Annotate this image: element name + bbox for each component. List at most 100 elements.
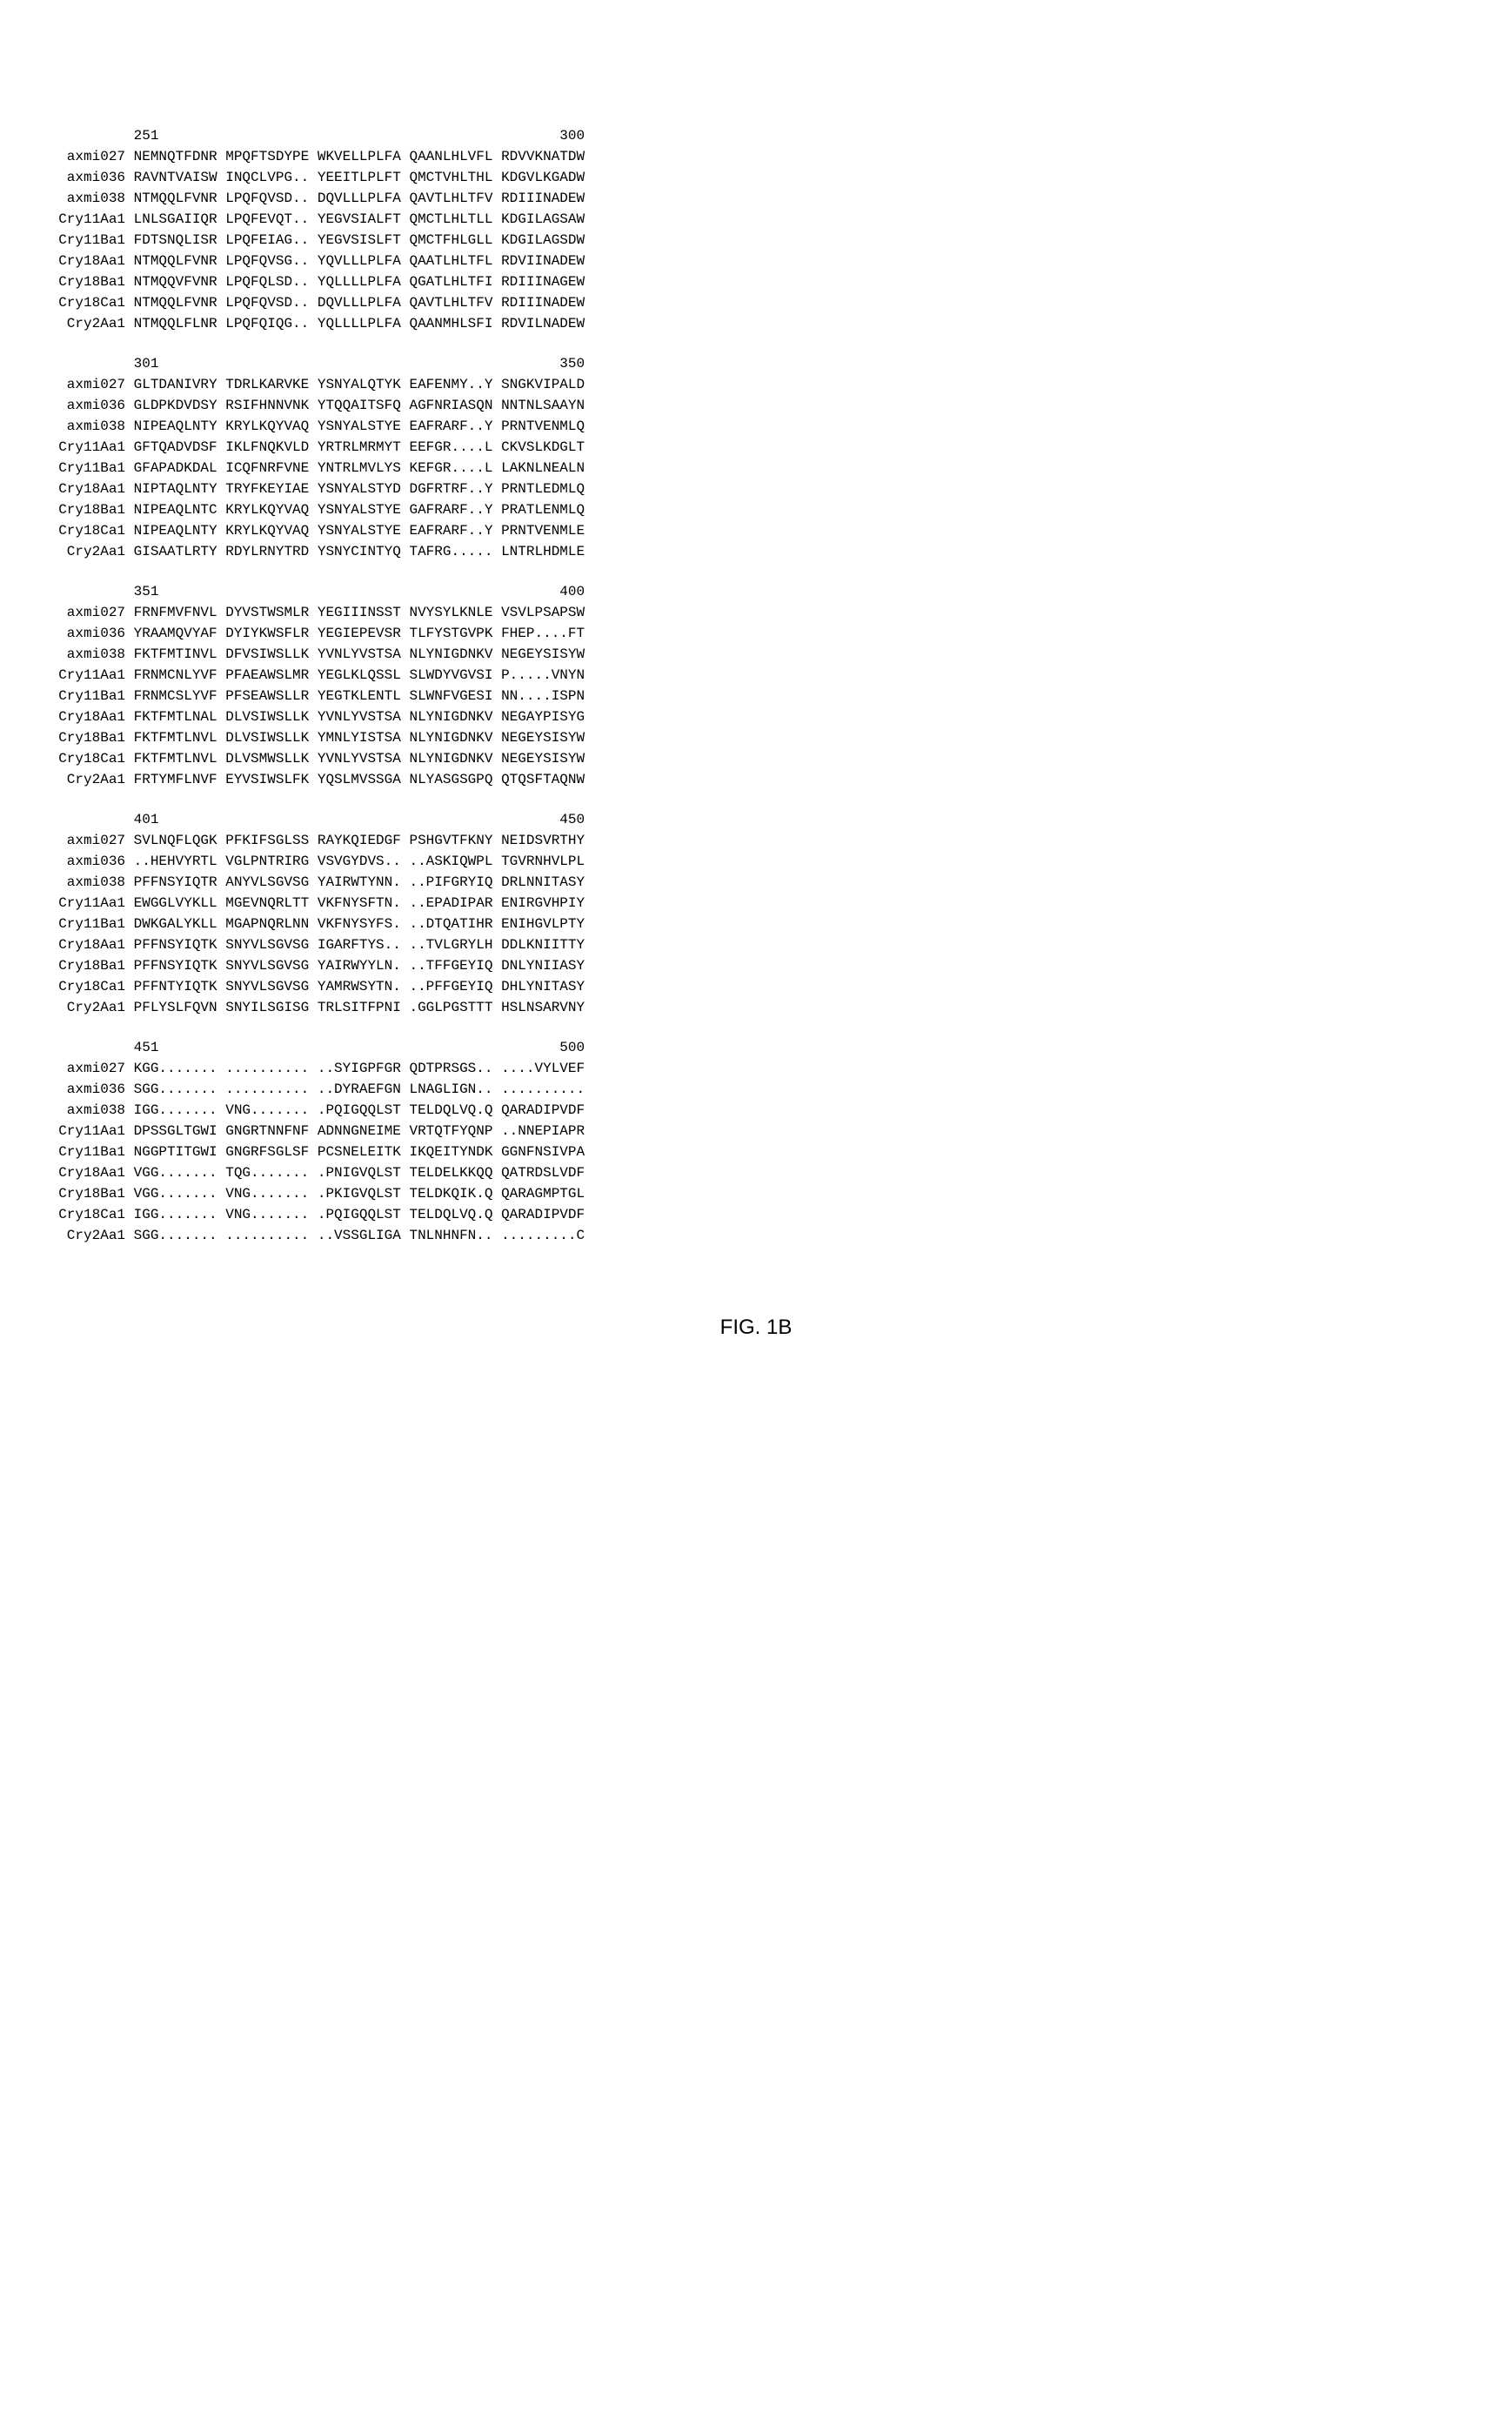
sequence-label: Cry11Aa1: [42, 1121, 125, 1142]
sequence-label: Cry11Ba1: [42, 914, 125, 934]
sequence-row: Cry2Aa1PFLYSLFQVN SNYILSGISG TRLSITFPNI …: [42, 997, 1470, 1018]
sequence-segments: SGG....... .......... ..DYRAEFGN LNAGLIG…: [125, 1079, 585, 1100]
sequence-segments: RAVNTVAISW INQCLVPG.. YEEITLPLFT QMCTVHL…: [125, 167, 585, 188]
sequence-label: Cry18Ca1: [42, 520, 125, 541]
sequence-row: Cry18Ca1NIPEAQLNTY KRYLKQYVAQ YSNYALSTYE…: [42, 520, 1470, 541]
sequence-row: axmi038PFFNSYIQTR ANYVLSGVSG YAIRWTYNN. …: [42, 872, 1470, 893]
sequence-label: Cry11Ba1: [42, 686, 125, 706]
sequence-row: Cry18Ba1VGG....... VNG....... .PKIGVQLST…: [42, 1183, 1470, 1204]
position-header: 301350: [42, 353, 1470, 374]
sequence-segments: GFTQADVDSF IKLFNQKVLD YRTRLMRMYT EEFGR..…: [125, 437, 585, 458]
sequence-label: axmi038: [42, 416, 125, 437]
sequence-label: axmi036: [42, 623, 125, 644]
sequence-row: axmi038NIPEAQLNTY KRYLKQYVAQ YSNYALSTYE …: [42, 416, 1470, 437]
sequence-row: axmi036YRAAMQVYAF DYIYKWSFLR YEGIEPEVSR …: [42, 623, 1470, 644]
sequence-segments: ..HEHVYRTL VGLPNTRIRG VSVGYDVS.. ..ASKIQ…: [125, 851, 585, 872]
sequence-row: Cry11Ba1FDTSNQLISR LPQFEIAG.. YEGVSISLFT…: [42, 230, 1470, 251]
position-end: 300: [225, 125, 585, 146]
figure-caption: FIG. 1B: [42, 1312, 1470, 1343]
sequence-segments: NTMQQVFVNR LPQFQLSD.. YQLLLLPLFA QGATLHL…: [125, 271, 585, 292]
sequence-row: axmi036RAVNTVAISW INQCLVPG.. YEEITLPLFT …: [42, 167, 1470, 188]
sequence-row: Cry11Aa1LNLSGAIIQR LPQFEVQT.. YEGVSIALFT…: [42, 209, 1470, 230]
position-start: 451: [125, 1037, 225, 1058]
sequence-row: axmi038FKTFMTINVL DFVSIWSLLK YVNLYVSTSA …: [42, 644, 1470, 665]
sequence-label: axmi038: [42, 644, 125, 665]
sequence-label: Cry18Ba1: [42, 1183, 125, 1204]
position-end: 400: [225, 581, 585, 602]
sequence-row: Cry18Ba1FKTFMTLNVL DLVSIWSLLK YMNLYISTSA…: [42, 727, 1470, 748]
sequence-row: Cry2Aa1FRTYMFLNVF EYVSIWSLFK YQSLMVSSGA …: [42, 769, 1470, 790]
sequence-label: axmi027: [42, 830, 125, 851]
sequence-row: axmi036SGG....... .......... ..DYRAEFGN …: [42, 1079, 1470, 1100]
sequence-segments: FDTSNQLISR LPQFEIAG.. YEGVSISLFT QMCTFHL…: [125, 230, 585, 251]
sequence-label: axmi036: [42, 167, 125, 188]
sequence-row: Cry11Aa1DPSSGLTGWI GNGRTNNFNF ADNNGNEIME…: [42, 1121, 1470, 1142]
sequence-segments: GFAPADKDAL ICQFNRFVNE YNTRLMVLYS KEFGR..…: [125, 458, 585, 479]
position-header: 451500: [42, 1037, 1470, 1058]
sequence-segments: NEMNQTFDNR MPQFTSDYPE WKVELLPLFA QAANLHL…: [125, 146, 585, 167]
sequence-segments: IGG....... VNG....... .PQIGQQLST TELDQLV…: [125, 1100, 585, 1121]
sequence-label: axmi036: [42, 395, 125, 416]
sequence-label: axmi036: [42, 851, 125, 872]
sequence-label: Cry18Aa1: [42, 1162, 125, 1183]
sequence-row: axmi027NEMNQTFDNR MPQFTSDYPE WKVELLPLFA …: [42, 146, 1470, 167]
sequence-label: Cry18Ba1: [42, 271, 125, 292]
sequence-segments: GLTDANIVRY TDRLKARVKE YSNYALQTYK EAFENMY…: [125, 374, 585, 395]
sequence-segments: PFFNSYIQTR ANYVLSGVSG YAIRWTYNN. ..PIFGR…: [125, 872, 585, 893]
sequence-segments: FRNFMVFNVL DYVSTWSMLR YEGIIINSST NVYSYLK…: [125, 602, 585, 623]
sequence-label: Cry11Ba1: [42, 458, 125, 479]
sequence-segments: FKTFMTLNAL DLVSIWSLLK YVNLYVSTSA NLYNIGD…: [125, 706, 585, 727]
sequence-label: Cry18Aa1: [42, 479, 125, 499]
position-header: 251300: [42, 125, 1470, 146]
sequence-segments: FRTYMFLNVF EYVSIWSLFK YQSLMVSSGA NLYASGS…: [125, 769, 585, 790]
sequence-segments: SVLNQFLQGK PFKIFSGLSS RAYKQIEDGF PSHGVTF…: [125, 830, 585, 851]
sequence-label: axmi038: [42, 872, 125, 893]
sequence-row: Cry18Aa1NIPTAQLNTY TRYFKEYIAE YSNYALSTYD…: [42, 479, 1470, 499]
sequence-label: axmi027: [42, 602, 125, 623]
sequence-row: Cry2Aa1NTMQQLFLNR LPQFQIQG.. YQLLLLPLFA …: [42, 313, 1470, 334]
sequence-row: Cry11Aa1GFTQADVDSF IKLFNQKVLD YRTRLMRMYT…: [42, 437, 1470, 458]
sequence-label: axmi027: [42, 1058, 125, 1079]
sequence-row: Cry18Aa1NTMQQLFVNR LPQFQVSG.. YQVLLLPLFA…: [42, 251, 1470, 271]
sequence-row: Cry2Aa1SGG....... .......... ..VSSGLIGA …: [42, 1225, 1470, 1246]
sequence-label: Cry11Ba1: [42, 1142, 125, 1162]
sequence-segments: NIPEAQLNTY KRYLKQYVAQ YSNYALSTYE EAFRARF…: [125, 416, 585, 437]
sequence-segments: NTMQQLFVNR LPQFQVSD.. DQVLLLPLFA QAVTLHL…: [125, 188, 585, 209]
sequence-label: Cry18Aa1: [42, 706, 125, 727]
position-end: 350: [225, 353, 585, 374]
sequence-row: Cry11Ba1GFAPADKDAL ICQFNRFVNE YNTRLMVLYS…: [42, 458, 1470, 479]
sequence-segments: VGG....... TQG....... .PNIGVQLST TELDELK…: [125, 1162, 585, 1183]
sequence-segments: DWKGALYKLL MGAPNQRLNN VKFNYSYFS. ..DTQAT…: [125, 914, 585, 934]
sequence-segments: NTMQQLFVNR LPQFQVSD.. DQVLLLPLFA QAVTLHL…: [125, 292, 585, 313]
sequence-row: Cry11Ba1FRNMCSLYVF PFSEAWSLLR YEGTKLENTL…: [42, 686, 1470, 706]
sequence-row: axmi027GLTDANIVRY TDRLKARVKE YSNYALQTYK …: [42, 374, 1470, 395]
sequence-label: axmi038: [42, 1100, 125, 1121]
sequence-row: Cry11Aa1EWGGLVYKLL MGEVNQRLTT VKFNYSFTN.…: [42, 893, 1470, 914]
sequence-label: Cry18Ca1: [42, 748, 125, 769]
alignment-block: 351400 axmi027FRNFMVFNVL DYVSTWSMLR YEGI…: [42, 581, 1470, 790]
sequence-label: Cry18Aa1: [42, 934, 125, 955]
sequence-label: axmi038: [42, 188, 125, 209]
sequence-row: Cry18Aa1VGG....... TQG....... .PNIGVQLST…: [42, 1162, 1470, 1183]
sequence-segments: PFFNSYIQTK SNYVLSGVSG IGARFTYS.. ..TVLGR…: [125, 934, 585, 955]
sequence-segments: NTMQQLFLNR LPQFQIQG.. YQLLLLPLFA QAANMHL…: [125, 313, 585, 334]
sequence-segments: NIPTAQLNTY TRYFKEYIAE YSNYALSTYD DGFRTRF…: [125, 479, 585, 499]
sequence-row: axmi036..HEHVYRTL VGLPNTRIRG VSVGYDVS.. …: [42, 851, 1470, 872]
position-header: 351400: [42, 581, 1470, 602]
sequence-label: Cry2Aa1: [42, 541, 125, 562]
sequence-segments: IGG....... VNG....... .PQIGQQLST TELDQLV…: [125, 1204, 585, 1225]
sequence-row: Cry18Ca1NTMQQLFVNR LPQFQVSD.. DQVLLLPLFA…: [42, 292, 1470, 313]
position-start: 401: [125, 809, 225, 830]
sequence-segments: NIPEAQLNTC KRYLKQYVAQ YSNYALSTYE GAFRARF…: [125, 499, 585, 520]
sequence-label: Cry18Aa1: [42, 251, 125, 271]
sequence-row: axmi027FRNFMVFNVL DYVSTWSMLR YEGIIINSST …: [42, 602, 1470, 623]
sequence-segments: EWGGLVYKLL MGEVNQRLTT VKFNYSFTN. ..EPADI…: [125, 893, 585, 914]
sequence-row: Cry18Ca1IGG....... VNG....... .PQIGQQLST…: [42, 1204, 1470, 1225]
sequence-row: Cry11Ba1NGGPTITGWI GNGRFSGLSF PCSNELEITK…: [42, 1142, 1470, 1162]
sequence-label: Cry18Ba1: [42, 955, 125, 976]
sequence-label: Cry18Ca1: [42, 976, 125, 997]
sequence-label: Cry11Aa1: [42, 665, 125, 686]
position-end: 500: [225, 1037, 585, 1058]
label-spacer: [42, 581, 125, 602]
sequence-label: Cry2Aa1: [42, 997, 125, 1018]
